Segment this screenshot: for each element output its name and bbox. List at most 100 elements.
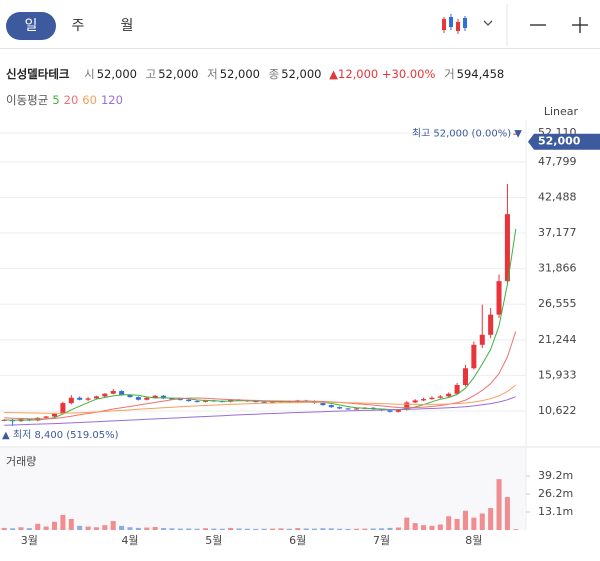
volume-bar [161,528,167,530]
stat-value: 52,000 [96,67,137,81]
volume-bar [488,508,494,530]
volume-bar [437,524,443,530]
x-tick-label: 8월 [465,534,482,547]
volume-bar [219,528,225,530]
volume-bar [236,528,242,530]
volume-bar [26,528,32,530]
candle-body [345,408,351,410]
volume-bar [68,519,74,530]
volume-bar [504,497,510,530]
candle-body [135,397,141,400]
volume-bar [412,523,418,530]
candle-body [52,413,58,417]
change: ▲12,000 +30.00% [329,67,436,81]
legend-item: 120 [100,93,123,107]
volume-bar [43,526,49,530]
volume-bar [286,528,292,530]
volume-bar [278,528,284,530]
volume-bar [177,528,183,530]
zoom-in[interactable] [572,17,588,33]
scale-mode[interactable]: Linear [544,105,579,118]
legend-item: 60 [82,93,97,107]
stat-value: 52,000 [219,67,260,81]
x-tick-label: 4월 [121,534,138,547]
volume-title: 거래량 [6,455,36,468]
candle-body [270,401,276,403]
candle-body [353,408,359,410]
volume-bar [395,527,401,530]
volume-bar [429,525,435,530]
legend-item: 20 [63,93,79,107]
volume-bar [144,527,150,530]
candle-body [488,314,494,335]
candle-body [43,416,49,418]
high-annotation: 최고 52,000 (0.00%) ▼ [412,128,522,140]
stat-label: 고 [145,67,157,81]
x-tick-label: 5월 [205,534,222,547]
candle-body [437,396,443,398]
stat-value: 52,000 [281,67,322,81]
candle-body [93,396,99,399]
volume-bar [211,528,217,530]
volume-bar [270,528,276,530]
candle-body [337,407,343,409]
volume-bar [379,528,385,530]
y-tick-label: 37,177 [538,226,577,239]
ma-line [4,228,517,421]
candle-body [60,403,66,414]
volume-bar [337,528,343,530]
volume-bar [102,525,108,530]
tab-day[interactable]: 일 [6,12,56,40]
volume-bar [462,510,468,530]
toolbar: 일 주 월 [0,0,600,49]
y-tick-label: 39.2m [538,469,573,482]
volume-bar [202,528,208,530]
ma-line [4,331,517,420]
volume-bar [186,528,192,530]
tab-week[interactable]: 주 [71,18,85,34]
candle-body [513,133,519,135]
candle-body [85,398,91,400]
candle-body [161,395,167,399]
volume-bar [496,479,502,530]
volume-bar [404,517,410,530]
ma-line [4,396,516,426]
volume-bar [312,528,318,530]
volume-bar [387,527,393,530]
candle-body [454,385,460,394]
volume-pane [0,448,526,530]
volume-bar [261,528,267,530]
volume-bar [93,527,99,530]
tab-month[interactable]: 월 [120,18,134,34]
volume-bar [479,513,485,530]
y-tick-label: 26.2m [538,487,573,500]
volume-bar [152,526,158,530]
candle-body [68,397,74,404]
stock-name: 신성델타테크 [6,67,70,81]
volume-bar [303,528,309,530]
candle-body [421,399,427,401]
volume-bar [454,519,460,530]
candle-body [186,399,192,402]
volume-bar [1,527,7,530]
candle-body [429,397,435,400]
candle-body [177,399,183,401]
candle-body [169,398,175,400]
volume-bar [353,528,359,530]
legend-item: 5 [52,93,60,107]
y-tick-label: 15,933 [538,368,577,381]
y-tick-label: 47,799 [538,155,577,168]
stat-label: 종 [268,67,280,81]
candle-body [479,334,485,345]
chart-type-button[interactable] [442,14,493,34]
candle-body [446,393,452,397]
volume-bar [10,528,16,530]
volume-label: 거 [444,67,455,81]
volume-bar [18,527,24,530]
candle-body [194,401,200,403]
volume-bar [513,529,519,530]
stat-value: 52,000 [158,67,199,81]
y-tick-label: 10,622 [538,404,577,417]
